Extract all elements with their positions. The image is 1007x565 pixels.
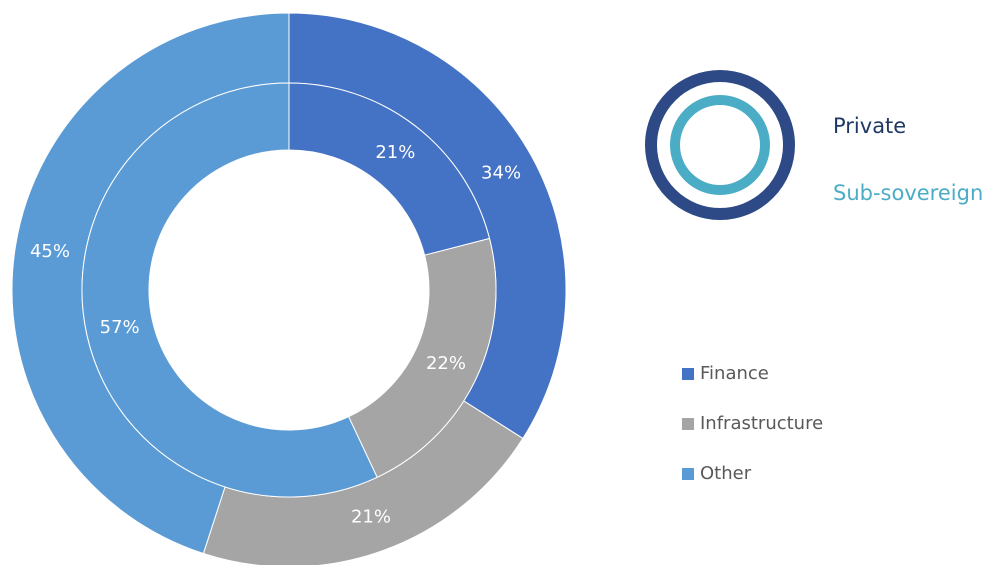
- legend-swatch: [682, 468, 694, 480]
- legend-label: Infrastructure: [700, 413, 823, 434]
- legend-swatch: [682, 418, 694, 430]
- data-label: 21%: [375, 142, 415, 163]
- donut-slice: [81, 82, 378, 498]
- data-label: 34%: [481, 162, 521, 183]
- data-label: 45%: [30, 241, 70, 262]
- legend-label: Other: [700, 463, 752, 484]
- legend-ring: [670, 95, 770, 195]
- data-label: 22%: [426, 353, 466, 374]
- legend-label: Private: [833, 114, 906, 138]
- legend-label: Sub-sovereign: [833, 181, 983, 205]
- legend-label: Finance: [700, 363, 769, 384]
- legend-ring: [645, 70, 795, 220]
- data-label: 21%: [351, 507, 391, 528]
- legend-swatch: [682, 368, 694, 380]
- data-label: 57%: [100, 317, 140, 338]
